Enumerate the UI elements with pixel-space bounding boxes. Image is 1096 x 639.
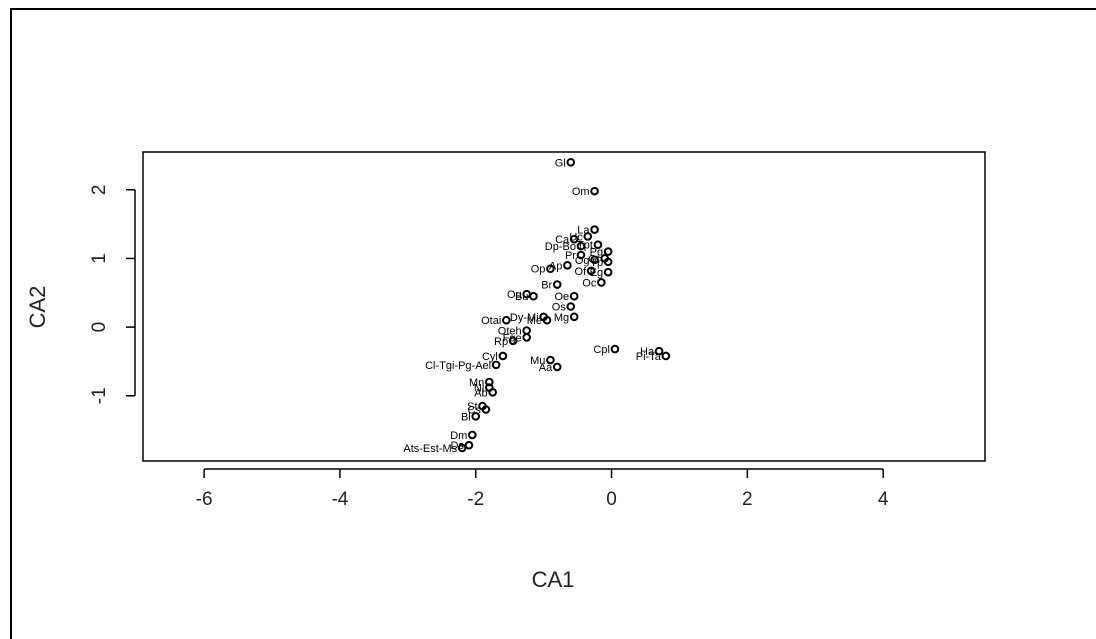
y-tick-label: 0 — [89, 322, 110, 333]
point-label: Eg — [590, 267, 603, 279]
x-axis-label: CA1 — [532, 567, 575, 592]
data-point — [590, 186, 599, 196]
point-label: Mn — [469, 377, 484, 389]
point-label: Cyl — [482, 351, 498, 363]
point-label: Ca — [555, 234, 570, 246]
data-point — [491, 360, 501, 370]
data-point — [563, 261, 572, 270]
point-label: Cl-Tgi-Pg-Ael — [425, 360, 491, 372]
data-point — [471, 412, 481, 421]
data-point — [603, 247, 613, 256]
point-label: Mg — [554, 312, 569, 324]
data-point — [583, 232, 593, 241]
point-label: Op — [531, 264, 546, 276]
point-label: Bu — [515, 291, 528, 303]
data-point — [569, 234, 579, 244]
point-label: Dp-Bo — [545, 241, 576, 253]
data-point — [457, 443, 467, 453]
point-label: Tp — [590, 257, 603, 269]
point-label: Ou — [507, 289, 522, 301]
point-label: Otai — [481, 315, 501, 327]
point-label: Aa — [539, 362, 553, 374]
data-point — [603, 267, 613, 277]
x-tick-label: -4 — [331, 489, 348, 510]
data-point — [498, 351, 508, 361]
data-point — [597, 278, 606, 287]
point-label: Me — [527, 315, 542, 327]
data-point — [569, 291, 579, 301]
data-point — [610, 344, 620, 354]
y-tick-label: -1 — [89, 387, 110, 404]
data-point — [529, 291, 538, 301]
point-label: Uc — [569, 231, 583, 243]
point-label: Oe — [554, 291, 569, 303]
point-label: Pi-Ta — [636, 351, 662, 363]
data-point — [654, 346, 664, 356]
point-label: Ni — [474, 383, 484, 395]
data-point — [522, 333, 531, 342]
data-point — [576, 250, 586, 260]
point-label: St — [467, 401, 477, 413]
point-label: Ats-Est-Ms — [403, 443, 457, 455]
data-point — [508, 336, 518, 346]
x-tick-label: 4 — [878, 489, 889, 510]
data-point — [661, 351, 671, 361]
point-label: Dm — [450, 430, 467, 442]
point-label: Dy-Mi — [510, 312, 539, 324]
data-point — [603, 257, 613, 267]
point-label: Om — [572, 186, 590, 198]
data-point — [569, 312, 579, 322]
point-label: Ap — [549, 260, 562, 272]
axes: -6 -4 -2 0 2 4 -1 0 1 2 — [89, 184, 889, 510]
plot-box — [142, 151, 986, 462]
point-label: Mu — [530, 355, 545, 367]
data-point — [552, 280, 562, 289]
point-label: Gt — [588, 253, 600, 265]
point-label: Bl — [461, 411, 471, 423]
point-label: Cpl — [593, 344, 610, 356]
data-point — [501, 315, 511, 325]
x-tick-label: -6 — [196, 489, 213, 510]
point-label: Pr — [565, 250, 576, 262]
x-tick-label: -2 — [467, 489, 484, 510]
point-label: Ab — [474, 387, 487, 399]
data-point — [546, 264, 555, 274]
data-point — [593, 240, 603, 249]
data-point — [576, 241, 586, 251]
point-label: Rp — [494, 336, 508, 348]
data-point — [590, 225, 599, 234]
point-label: Ha — [640, 346, 655, 358]
figure-frame — [10, 8, 1096, 639]
data-point — [542, 315, 552, 325]
data-point — [464, 440, 474, 450]
data-point — [566, 302, 576, 311]
point-label: Pg — [590, 247, 603, 259]
point-label: Ds — [450, 440, 464, 452]
y-tick-label: 1 — [89, 253, 110, 264]
y-axis-label: CA2 — [25, 286, 50, 329]
point-label: Gl — [555, 157, 566, 169]
data-point — [546, 355, 555, 365]
data-point — [522, 326, 531, 335]
x-tick-label: 0 — [606, 489, 617, 510]
data-point — [590, 255, 599, 265]
y-tick-label: 2 — [89, 184, 110, 195]
point-label: Of — [575, 266, 588, 278]
data-point — [481, 405, 491, 414]
point-label: Oteh — [498, 326, 522, 338]
point-label: Oc — [582, 277, 597, 289]
data-point — [485, 377, 494, 387]
point-label: Fge — [503, 332, 522, 344]
data-point — [552, 362, 562, 372]
x-tick-label: 2 — [742, 489, 753, 510]
data-point — [468, 430, 477, 440]
point-label: Br — [541, 280, 552, 292]
data-point — [488, 388, 498, 397]
point-label: Os — [552, 302, 567, 314]
data-point — [566, 158, 576, 167]
point-label: Og — [575, 255, 590, 267]
data-point — [586, 266, 596, 276]
